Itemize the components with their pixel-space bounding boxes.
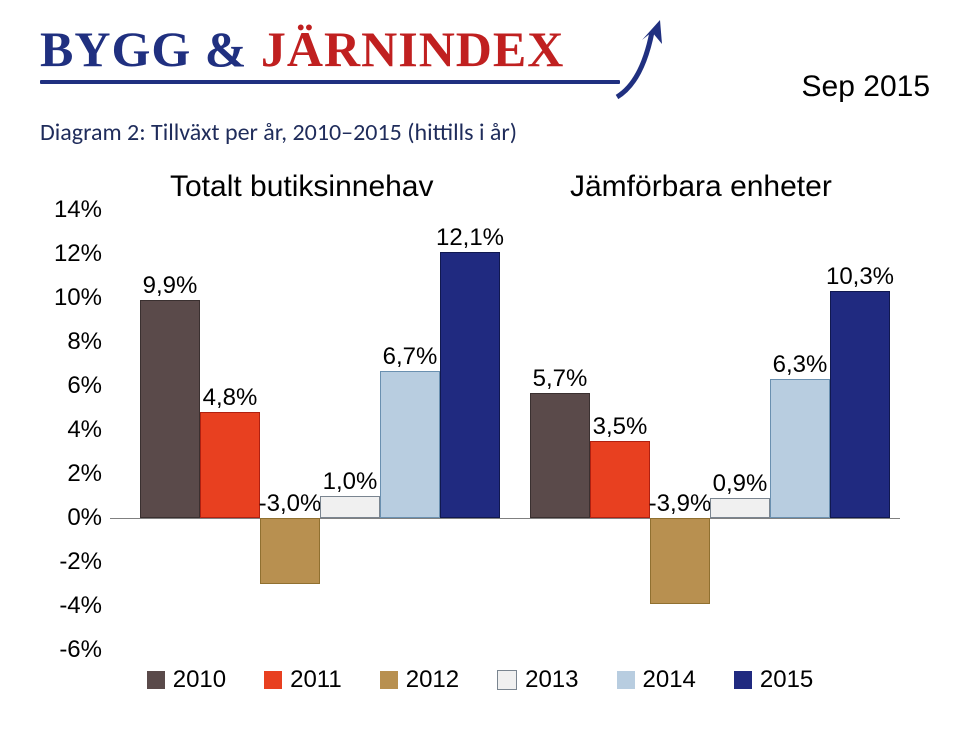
bar-totalt-2013 <box>320 496 380 518</box>
bar-label-jamforbara-2010: 5,7% <box>533 365 588 393</box>
bar-label-jamforbara-2014: 6,3% <box>773 351 828 379</box>
chart: Totalt butiksinnehav Jämförbara enheter … <box>40 170 920 700</box>
bar-label-jamforbara-2012: -3,9% <box>649 490 712 518</box>
legend-swatch-icon <box>734 671 752 689</box>
y-axis-label: 8% <box>67 328 110 356</box>
legend-item-2010: 2010 <box>147 666 226 694</box>
legend-swatch-icon <box>147 671 165 689</box>
y-axis-label: 12% <box>54 240 110 268</box>
bar-label-totalt-2015: 12,1% <box>436 224 504 252</box>
logo-underline <box>40 80 620 84</box>
bar-totalt-2014 <box>380 371 440 518</box>
legend-swatch-icon <box>380 671 398 689</box>
logo-ampersand: & <box>191 21 261 77</box>
chart-plot-area: -6%-4%-2%0%2%4%6%8%10%12%14%9,9%4,8%-3,0… <box>110 210 900 650</box>
bar-jamforbara-2012 <box>650 518 710 604</box>
y-axis-label: 10% <box>54 284 110 312</box>
bar-label-totalt-2011: 4,8% <box>203 384 258 412</box>
date-label: Sep 2015 <box>802 70 930 104</box>
bar-totalt-2010 <box>140 300 200 518</box>
y-axis-label: 0% <box>67 504 110 532</box>
legend-item-2014: 2014 <box>617 666 696 694</box>
bar-jamforbara-2015 <box>830 291 890 518</box>
bar-label-jamforbara-2015: 10,3% <box>826 263 894 291</box>
legend-item-2013: 2013 <box>497 666 578 694</box>
chart-zero-line <box>110 518 900 519</box>
bar-label-totalt-2010: 9,9% <box>143 272 198 300</box>
legend-item-2011: 2011 <box>264 666 342 694</box>
diagram-subtitle: Diagram 2: Tillväxt per år, 2010–2015 (h… <box>40 118 517 147</box>
chart-title-left: Totalt butiksinnehav <box>170 170 434 204</box>
bar-jamforbara-2014 <box>770 379 830 518</box>
legend-item-2015: 2015 <box>734 666 813 694</box>
bar-label-totalt-2014: 6,7% <box>383 343 438 371</box>
page: BYGG & JÄRNINDEX Sep 2015 Diagram 2: Til… <box>0 0 960 746</box>
logo-word-2: JÄRNINDEX <box>261 21 564 77</box>
bar-jamforbara-2010 <box>530 393 590 518</box>
y-axis-label: 2% <box>67 460 110 488</box>
legend-swatch-icon <box>264 671 282 689</box>
legend-swatch-icon <box>497 670 517 690</box>
legend-swatch-icon <box>617 671 635 689</box>
bar-label-jamforbara-2013: 0,9% <box>713 470 768 498</box>
chart-legend: 2010 2011 2012 2013 2014 2015 <box>40 660 920 700</box>
y-axis-label: -2% <box>59 548 110 576</box>
y-axis-label: -4% <box>59 592 110 620</box>
bar-totalt-2012 <box>260 518 320 584</box>
logo-word-1: BYGG <box>40 21 191 77</box>
bar-jamforbara-2011 <box>590 441 650 518</box>
bar-totalt-2015 <box>440 252 500 518</box>
bar-jamforbara-2013 <box>710 498 770 518</box>
legend-label: 2013 <box>525 666 578 694</box>
legend-label: 2014 <box>643 666 696 694</box>
legend-label: 2010 <box>173 666 226 694</box>
y-axis-label: 14% <box>54 196 110 224</box>
legend-label: 2011 <box>290 666 342 694</box>
bar-label-totalt-2012: -3,0% <box>259 490 322 518</box>
legend-label: 2015 <box>760 666 813 694</box>
chart-title-right: Jämförbara enheter <box>570 170 832 204</box>
legend-item-2012: 2012 <box>380 666 459 694</box>
bar-label-totalt-2013: 1,0% <box>323 468 378 496</box>
y-axis-label: 6% <box>67 372 110 400</box>
logo-arrow-icon <box>612 12 672 102</box>
logo: BYGG & JÄRNINDEX <box>40 20 620 84</box>
bar-label-jamforbara-2011: 3,5% <box>593 413 648 441</box>
y-axis-label: 4% <box>67 416 110 444</box>
legend-label: 2012 <box>406 666 459 694</box>
bar-totalt-2011 <box>200 412 260 518</box>
